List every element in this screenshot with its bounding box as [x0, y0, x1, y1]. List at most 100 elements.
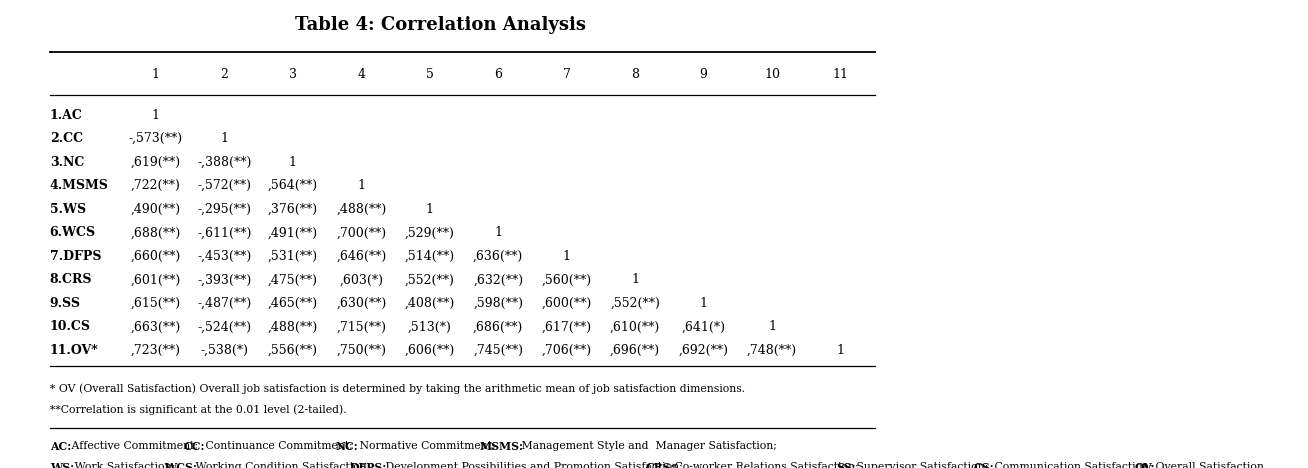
Text: CRS:: CRS:	[645, 462, 675, 468]
Text: 4.MSMS: 4.MSMS	[50, 179, 109, 192]
Text: 1: 1	[768, 321, 776, 333]
Text: ,686(**): ,686(**)	[473, 321, 523, 333]
Text: -,393(**): -,393(**)	[198, 273, 251, 286]
Text: 2: 2	[221, 68, 229, 81]
Text: **Correlation is significant at the 0.01 level (2-tailed).: **Correlation is significant at the 0.01…	[50, 404, 347, 415]
Text: MSMS:: MSMS:	[480, 440, 523, 452]
Text: 5.WS: 5.WS	[50, 203, 86, 216]
Text: 1: 1	[494, 226, 502, 239]
Text: ,745(**): ,745(**)	[473, 344, 523, 357]
Text: Affective Commitment;: Affective Commitment;	[68, 440, 201, 451]
Text: -,538(*): -,538(*)	[200, 344, 249, 357]
Text: Communication Satisfaction;: Communication Satisfaction;	[991, 462, 1156, 468]
Text: 1: 1	[632, 273, 640, 286]
Text: 3: 3	[289, 68, 297, 81]
Text: 9.SS: 9.SS	[50, 297, 81, 310]
Text: 6.WCS: 6.WCS	[50, 226, 95, 239]
Text: 10: 10	[764, 68, 780, 81]
Text: DFPS:: DFPS:	[349, 462, 387, 468]
Text: ,601(**): ,601(**)	[131, 273, 181, 286]
Text: 11.OV*: 11.OV*	[50, 344, 98, 357]
Text: ,641(*): ,641(*)	[681, 321, 726, 333]
Text: 5: 5	[426, 68, 434, 81]
Text: ,619(**): ,619(**)	[131, 156, 181, 168]
Text: ,663(**): ,663(**)	[131, 321, 181, 333]
Text: ,748(**): ,748(**)	[747, 344, 797, 357]
Text: ,660(**): ,660(**)	[131, 250, 181, 263]
Text: -,388(**): -,388(**)	[198, 156, 251, 168]
Text: ,646(**): ,646(**)	[336, 250, 386, 263]
Text: ,615(**): ,615(**)	[131, 297, 181, 310]
Text: Management Style and  Manager Satisfaction;: Management Style and Manager Satisfactio…	[518, 440, 777, 451]
Text: ,529(**): ,529(**)	[404, 226, 455, 239]
Text: -,524(**): -,524(**)	[198, 321, 251, 333]
Text: 2.CC: 2.CC	[50, 132, 82, 145]
Text: 8: 8	[632, 68, 640, 81]
Text: 1: 1	[289, 156, 297, 168]
Text: ,610(**): ,610(**)	[610, 321, 661, 333]
Text: ,475(**): ,475(**)	[268, 273, 318, 286]
Text: -,611(**): -,611(**)	[198, 226, 251, 239]
Text: ,696(**): ,696(**)	[610, 344, 661, 357]
Text: ,600(**): ,600(**)	[542, 297, 591, 310]
Text: 7.DFPS: 7.DFPS	[50, 250, 101, 263]
Text: ,700(**): ,700(**)	[336, 226, 386, 239]
Text: Normative Commitment;: Normative Commitment;	[356, 440, 498, 451]
Text: 1: 1	[700, 297, 708, 310]
Text: ,692(**): ,692(**)	[679, 344, 729, 357]
Text: ,598(**): ,598(**)	[473, 297, 523, 310]
Text: Table 4: Correlation Analysis: Table 4: Correlation Analysis	[294, 15, 586, 34]
Text: ,491(**): ,491(**)	[268, 226, 318, 239]
Text: 1.AC: 1.AC	[50, 109, 82, 122]
Text: 1: 1	[152, 68, 160, 81]
Text: ,617(**): ,617(**)	[542, 321, 591, 333]
Text: CC:: CC:	[183, 440, 205, 452]
Text: Continuance Commitment;: Continuance Commitment;	[203, 440, 357, 451]
Text: ,488(**): ,488(**)	[336, 203, 386, 216]
Text: ,465(**): ,465(**)	[268, 297, 318, 310]
Text: 9: 9	[700, 68, 708, 81]
Text: 8.CRS: 8.CRS	[50, 273, 92, 286]
Text: Working Condition Satisfaction;: Working Condition Satisfaction;	[192, 462, 374, 468]
Text: SS:: SS:	[837, 462, 855, 468]
Text: ,556(**): ,556(**)	[268, 344, 318, 357]
Text: -,572(**): -,572(**)	[198, 179, 251, 192]
Text: 1: 1	[357, 179, 365, 192]
Text: 1: 1	[837, 344, 845, 357]
Text: ,723(**): ,723(**)	[131, 344, 181, 357]
Text: -,487(**): -,487(**)	[198, 297, 251, 310]
Text: -,295(**): -,295(**)	[198, 203, 251, 216]
Text: ,750(**): ,750(**)	[336, 344, 386, 357]
Text: ,552(**): ,552(**)	[611, 297, 661, 310]
Text: ,488(**): ,488(**)	[268, 321, 318, 333]
Text: 1: 1	[562, 250, 570, 263]
Text: Co-worker Relations Satisfaction;: Co-worker Relations Satisfaction;	[671, 462, 862, 468]
Text: ,706(**): ,706(**)	[542, 344, 591, 357]
Text: 7: 7	[562, 68, 570, 81]
Text: * OV (Overall Satisfaction) Overall job satisfaction is determined by taking the: * OV (Overall Satisfaction) Overall job …	[50, 383, 744, 394]
Text: ,715(**): ,715(**)	[336, 321, 386, 333]
Text: WCS:: WCS:	[164, 462, 196, 468]
Text: ,630(**): ,630(**)	[336, 297, 386, 310]
Text: AC:: AC:	[50, 440, 71, 452]
Text: Development Possibilities and Promotion Satisfaction;: Development Possibilities and Promotion …	[382, 462, 687, 468]
Text: -,573(**): -,573(**)	[128, 132, 183, 145]
Text: 1: 1	[152, 109, 160, 122]
Text: ,632(**): ,632(**)	[473, 273, 523, 286]
Text: ,688(**): ,688(**)	[131, 226, 181, 239]
Text: OV:: OV:	[1134, 462, 1155, 468]
Text: ,513(*): ,513(*)	[408, 321, 451, 333]
Text: ,606(**): ,606(**)	[404, 344, 455, 357]
Text: 3.NC: 3.NC	[50, 156, 84, 168]
Text: 4: 4	[357, 68, 365, 81]
Text: ,376(**): ,376(**)	[268, 203, 318, 216]
Text: ,636(**): ,636(**)	[473, 250, 523, 263]
Text: ,514(**): ,514(**)	[404, 250, 455, 263]
Text: 6: 6	[494, 68, 502, 81]
Text: ,408(**): ,408(**)	[404, 297, 455, 310]
Text: Work Satisfaction;: Work Satisfaction;	[71, 462, 178, 468]
Text: WS:: WS:	[50, 462, 73, 468]
Text: ,722(**): ,722(**)	[131, 179, 181, 192]
Text: 1: 1	[425, 203, 434, 216]
Text: CS:: CS:	[973, 462, 994, 468]
